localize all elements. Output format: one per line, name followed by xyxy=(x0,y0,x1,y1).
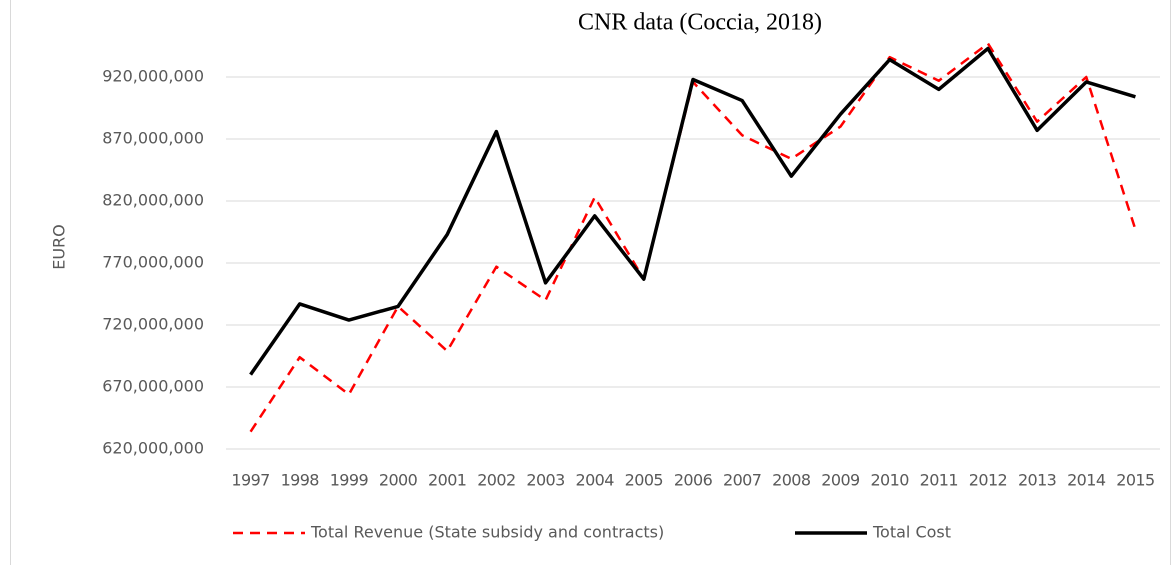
y-tick-label: 920,000,000 xyxy=(102,67,204,86)
y-tick-label: 670,000,000 xyxy=(102,377,204,396)
x-tick-label: 2005 xyxy=(625,471,663,490)
y-tick-label: 820,000,000 xyxy=(102,191,204,210)
x-tick-label: 1997 xyxy=(231,471,269,490)
x-tick-label: 2015 xyxy=(1116,471,1154,490)
x-tick-label: 2000 xyxy=(379,471,418,490)
y-tick-label: 870,000,000 xyxy=(102,129,204,148)
x-tick-label: 2012 xyxy=(969,471,1007,490)
chart-border xyxy=(10,0,1171,565)
x-tick-label: 2013 xyxy=(1018,471,1056,490)
x-tick-label: 2004 xyxy=(576,471,615,490)
legend-label: Total Cost xyxy=(872,523,951,542)
y-axis-label: EURO xyxy=(50,224,69,270)
x-tick-label: 2002 xyxy=(477,471,515,490)
y-tick-label: 720,000,000 xyxy=(102,315,204,334)
legend-label: Total Revenue (State subsidy and contrac… xyxy=(310,523,664,542)
chart-title: CNR data (Coccia, 2018) xyxy=(578,10,822,36)
x-tick-label: 2010 xyxy=(870,471,909,490)
x-tick-label: 1998 xyxy=(281,471,320,490)
series-line xyxy=(249,46,1136,376)
x-tick-label: 2001 xyxy=(428,471,466,490)
x-tick-label: 2009 xyxy=(821,471,860,490)
x-tick-label: 2011 xyxy=(920,471,958,490)
y-tick-label: 770,000,000 xyxy=(102,253,204,272)
x-tick-label: 2003 xyxy=(526,471,564,490)
x-tick-label: 2006 xyxy=(674,471,713,490)
x-tick-label: 2014 xyxy=(1067,471,1106,490)
x-tick-label: 2008 xyxy=(772,471,811,490)
y-tick-label: 620,000,000 xyxy=(102,439,204,458)
x-tick-label: 1999 xyxy=(330,471,369,490)
x-tick-label: 2007 xyxy=(723,471,761,490)
